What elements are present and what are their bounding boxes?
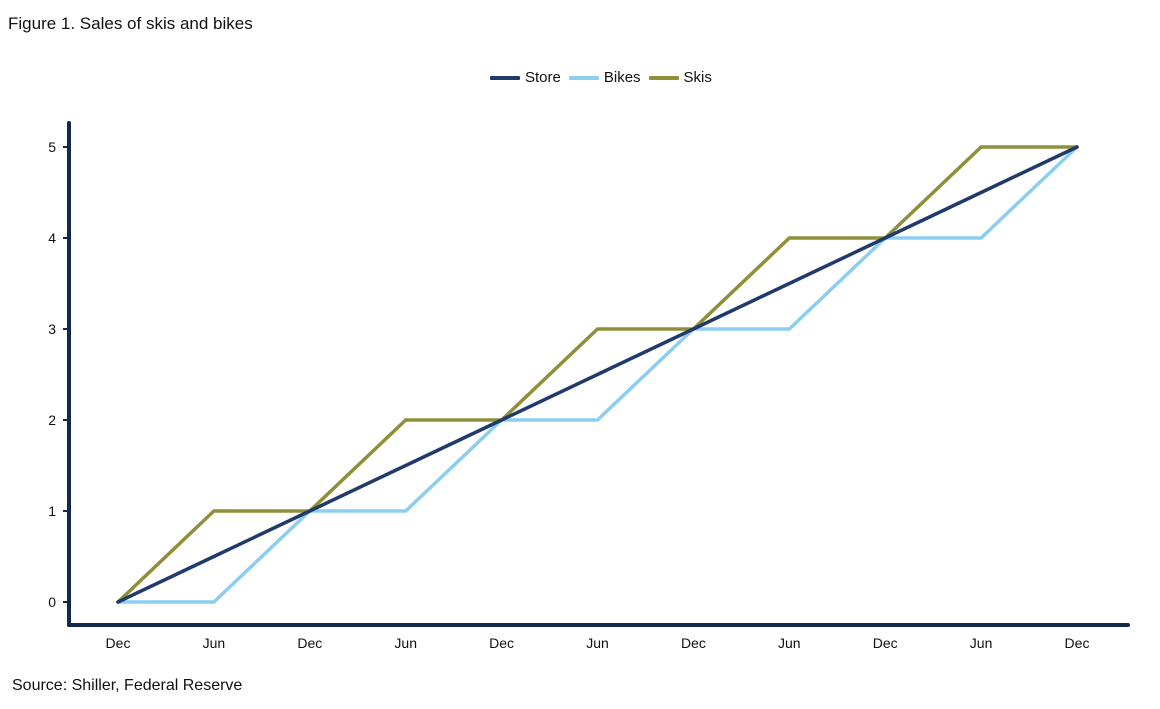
series-line-bikes: [116, 145, 1079, 604]
y-tick-label: 5: [48, 139, 56, 155]
legend-item-skis: Skis: [648, 69, 712, 86]
x-axis-ticks: Dec Jun Dec Jun Dec Jun Dec Jun Dec Jun Dec: [106, 635, 1090, 651]
chart-title: Figure 1. Sales of skis and bikes: [8, 14, 253, 33]
x-tick-label: Dec: [1065, 635, 1090, 651]
legend-swatch-bikes: [568, 75, 599, 80]
x-tick-label: Dec: [297, 635, 322, 651]
y-tick-label: 3: [48, 321, 56, 337]
x-tick-label: Jun: [394, 635, 417, 651]
x-tick-label: Jun: [203, 635, 226, 651]
y-tick-label: 2: [48, 412, 56, 428]
x-tick-label: Dec: [106, 635, 131, 651]
legend-label-skis: Skis: [683, 69, 712, 86]
chart-source: Source: Shiller, Federal Reserve: [12, 677, 243, 694]
legend-item-bikes: Bikes: [568, 69, 641, 86]
x-tick-label: Dec: [489, 635, 514, 651]
x-tick-label: Jun: [778, 635, 801, 651]
series-lines: [116, 145, 1079, 604]
series-line-skis: [116, 145, 1079, 604]
y-tick-label: 4: [48, 230, 56, 246]
x-tick-label: Jun: [586, 635, 609, 651]
y-tick-label: 0: [48, 594, 56, 610]
y-tick-label: 1: [48, 503, 56, 519]
x-tick-label: Dec: [681, 635, 706, 651]
series-line-store: [116, 145, 1079, 604]
legend-item-store: Store: [490, 69, 561, 86]
legend-label-store: Store: [525, 69, 561, 86]
legend-swatch-skis: [648, 75, 679, 80]
x-tick-label: Dec: [873, 635, 898, 651]
x-tick-label: Jun: [970, 635, 993, 651]
legend: Store Bikes Skis: [490, 69, 720, 86]
y-axis-ticks: 0 1 2 3 4 5: [48, 139, 69, 610]
legend-swatch-store: [490, 75, 520, 80]
legend-label-bikes: Bikes: [603, 69, 641, 86]
